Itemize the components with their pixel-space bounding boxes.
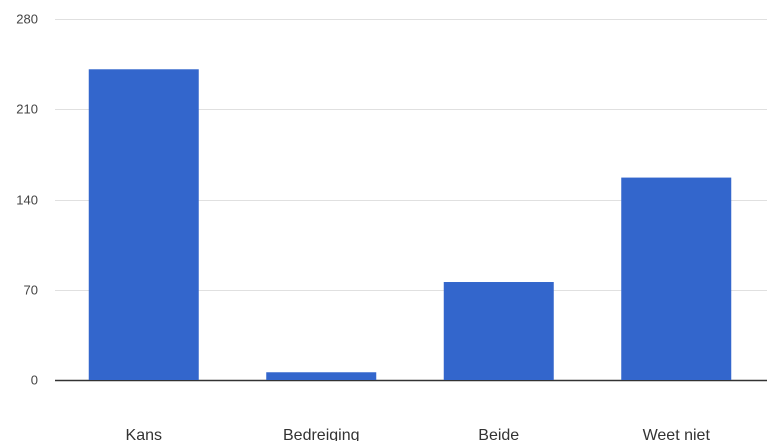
bar-bedreiging — [266, 372, 377, 380]
y-tick-label: 140 — [16, 193, 38, 208]
x-category-label: Beide — [478, 427, 519, 441]
y-tick-label: 70 — [24, 283, 38, 298]
bar-beide — [443, 282, 554, 380]
x-category-label: Kans — [126, 427, 162, 441]
y-tick-label: 0 — [31, 373, 38, 388]
y-tick-label: 280 — [16, 12, 38, 27]
x-axis-category-labels: Kans Bedreiging Beide Weet niet — [126, 427, 711, 444]
y-axis-tick-labels: 0 70 140 210 280 — [16, 12, 38, 388]
x-category-label: Weet niet — [643, 427, 711, 441]
bar-weet-niet — [621, 177, 732, 380]
y-tick-label: 210 — [16, 102, 38, 117]
bar-kans — [88, 69, 199, 381]
bars — [88, 69, 732, 381]
x-category-label: Bedreiging — [283, 427, 360, 441]
